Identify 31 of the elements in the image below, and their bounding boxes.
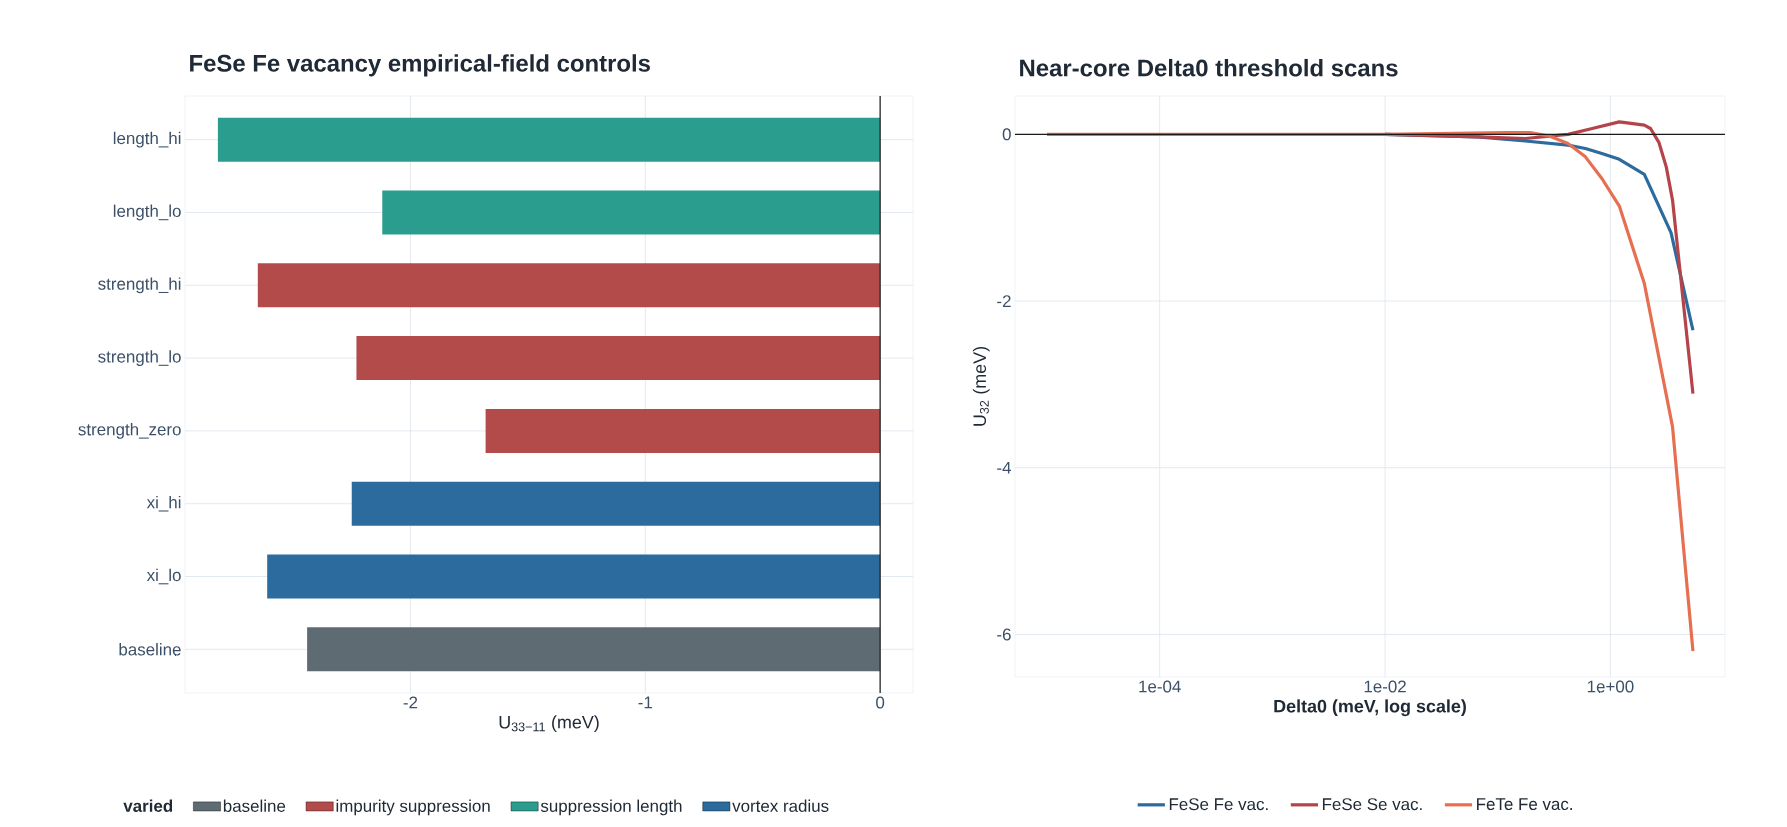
y-tick-label: xi_hi — [146, 495, 181, 512]
legend-label: impurity suppression — [336, 799, 490, 816]
y-tick-label: strength_lo — [98, 350, 181, 366]
x-tick-label: 1e-02 — [1364, 680, 1406, 693]
y-tick-label: -2 — [997, 295, 1011, 307]
x-tick-label: 0 — [876, 696, 885, 709]
legend-title: varied — [123, 799, 173, 812]
y-tick-label: length_hi — [113, 131, 181, 148]
y-tick-label: strength_zero — [78, 423, 181, 439]
x-axis-title: Delta0 (meV, log scale) — [1274, 699, 1466, 717]
legend-label: vortex radius — [732, 799, 829, 812]
y-tick-label: xi_lo — [146, 568, 181, 585]
y-tick-label: length_lo — [113, 204, 181, 221]
chart-title: FeSe Fe vacancy empirical-field controls — [190, 54, 650, 77]
y-axis-title: U$_{32}$ (meV) — [972, 347, 990, 426]
x-tick-label: -1 — [638, 696, 652, 709]
y-tick-label: strength_hi — [98, 277, 181, 294]
y-tick-label: baseline — [119, 643, 181, 656]
x-tick-label: 1e-04 — [1139, 680, 1181, 693]
legend-label: baseline — [223, 799, 286, 812]
legend-label: FeSe Fe vac. — [1169, 798, 1268, 811]
legend-label: suppression length — [540, 799, 682, 816]
y-tick-label: -4 — [997, 461, 1011, 474]
x-tick-label: -2 — [403, 696, 418, 709]
legend-label: FeTe Fe vac. — [1477, 798, 1572, 811]
chart-title: Near-core Delta0 threshold scans — [1020, 58, 1398, 77]
x-axis-title: U$_{33−11}$ (meV) — [499, 715, 599, 733]
y-tick-label: 0 — [1002, 128, 1011, 141]
y-tick-label: -6 — [997, 628, 1011, 641]
x-tick-label: 1e+00 — [1587, 680, 1634, 693]
legend-label: FeSe Se vac. — [1322, 798, 1422, 811]
